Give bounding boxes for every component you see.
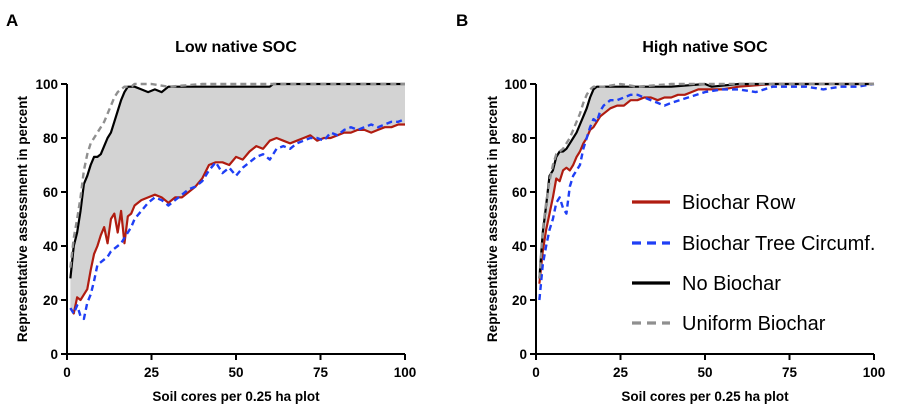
panel-b: B High native SOC Representative assessm… xyxy=(456,11,885,404)
panel-b-y-axis-label: Representative assessment in percent xyxy=(485,95,500,342)
panel-b-plot: 0 20 40 60 80 100 0 25 50 75 100 xyxy=(504,77,885,380)
panel-a-y-tick-label: 60 xyxy=(43,185,58,200)
panel-a-x-tick-label: 100 xyxy=(394,365,417,380)
panel-a-line-uniform-biochar xyxy=(69,82,405,268)
panel-b-x-tick-label: 100 xyxy=(863,365,886,380)
legend-label-uniform-biochar: Uniform Biochar xyxy=(682,313,826,335)
panel-a-y-tick-label: 80 xyxy=(43,131,58,146)
panel-b-line-uniform-biochar xyxy=(538,82,874,279)
panel-a-y-tick-label: 0 xyxy=(50,347,58,362)
panel-a-y-tick-label: 100 xyxy=(35,77,58,92)
panel-a-x-tick-label: 25 xyxy=(144,365,160,380)
panel-b-x-axis-label: Soil cores per 0.25 ha plot xyxy=(621,389,789,404)
legend-label-no-biochar: No Biochar xyxy=(682,273,781,295)
legend-label-biochar-row: Biochar Row xyxy=(682,192,796,214)
panel-a-x-axis-label: Soil cores per 0.25 ha plot xyxy=(152,389,320,404)
panel-b-letter: B xyxy=(456,11,468,30)
panel-a-line-biochar-row xyxy=(69,123,405,315)
panel-a-x-tick-label: 50 xyxy=(228,365,243,380)
panel-b-x-tick-label: 75 xyxy=(782,365,798,380)
panel-a-y-axis-label: Representative assessment in percent xyxy=(15,95,30,342)
panel-a: A Low native SOC Representative assessme… xyxy=(6,11,416,404)
panel-a-line-biochar-tree-circumf xyxy=(69,117,406,321)
panel-a-letter: A xyxy=(6,11,18,30)
panel-a-x-tick-label: 75 xyxy=(313,365,329,380)
panel-a-shaded-region xyxy=(70,84,405,314)
panel-b-y-tick-label: 20 xyxy=(512,293,527,308)
panel-a-plot: 0 20 40 60 80 100 0 25 50 75 100 xyxy=(35,77,416,380)
panel-b-y-tick-label: 100 xyxy=(504,77,527,92)
panel-a-x-tick-label: 0 xyxy=(63,365,71,380)
panel-b-y-tick-label: 40 xyxy=(512,239,527,254)
panel-b-line-biochar-row xyxy=(538,82,874,284)
panel-b-title: High native SOC xyxy=(642,39,768,56)
panel-b-x-tick-label: 0 xyxy=(532,365,540,380)
panel-b-x-tick-label: 50 xyxy=(697,365,712,380)
panel-b-y-tick-label: 60 xyxy=(512,185,527,200)
legend-label-biochar-tree: Biochar Tree Circumf. xyxy=(682,233,875,255)
panel-a-y-tick-label: 20 xyxy=(43,293,58,308)
panel-b-y-tick-label: 0 xyxy=(519,347,527,362)
panel-a-line-no-biochar xyxy=(69,82,405,279)
panel-b-y-tick-label: 80 xyxy=(512,131,527,146)
legend: Biochar Row Biochar Tree Circumf. No Bio… xyxy=(632,192,875,335)
panel-a-y-tick-label: 40 xyxy=(43,239,58,254)
panel-b-x-tick-label: 25 xyxy=(613,365,629,380)
panel-b-line-biochar-tree-circumf xyxy=(538,82,875,301)
panel-a-title: Low native SOC xyxy=(175,39,297,56)
